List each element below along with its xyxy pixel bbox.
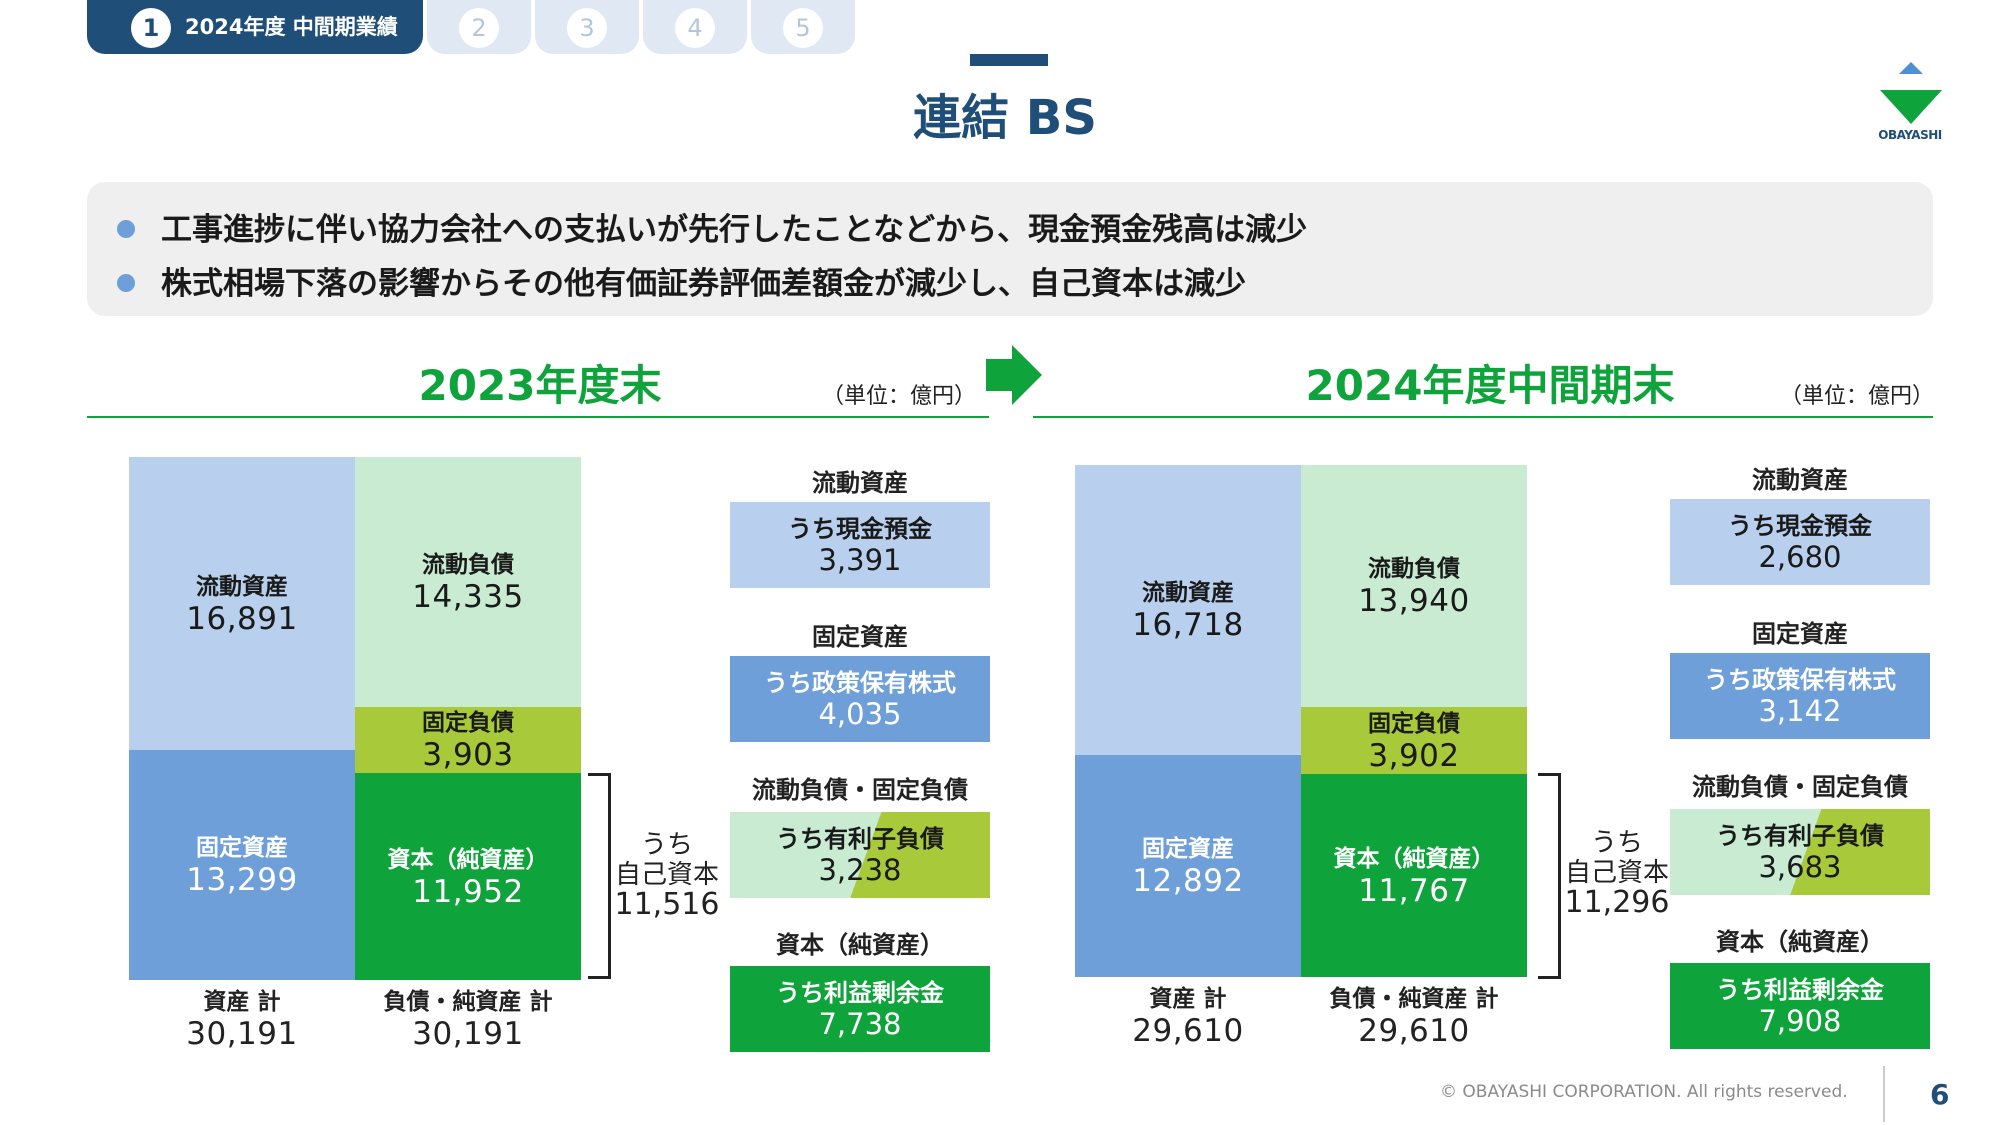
block-value: 11,767 (1358, 872, 1470, 909)
current-assets-block: 流動資産 16,891 (129, 457, 355, 750)
block-value: 3,902 (1368, 737, 1460, 774)
equity-block: 資本（純資産） 11,767 (1301, 774, 1527, 977)
logo-text: OBAYASHI (1878, 128, 1942, 142)
tab-number: 3 (567, 8, 607, 48)
block-value: 16,891 (186, 600, 298, 637)
current-liabilities-block: 流動負債 14,335 (355, 457, 581, 707)
tab-5[interactable]: 5 (751, 0, 855, 54)
block-label: 流動負債 (1368, 556, 1460, 582)
detail-cash-box: うち現金預金 2,680 (1670, 499, 1930, 585)
section-title-2023: 2023年度末 (418, 361, 662, 410)
bullet-item: 株式相場下落の影響からその他有価証券評価差額金が減少し、自己資本は減少 (117, 258, 1246, 303)
total-liabilities-equity: 負債・純資産 計 30,191 (383, 989, 553, 1052)
total-assets: 資産 計 30,191 (186, 989, 298, 1052)
current-liabilities-block: 流動負債 13,940 (1301, 465, 1527, 707)
block-label: 資本（純資産） (1333, 845, 1495, 872)
tab-label: 2024年度 中間期業績 (185, 15, 398, 39)
detail-header: 流動負債・固定負債 (1692, 773, 1908, 801)
block-label: 流動負債 (422, 552, 514, 578)
fixed-liabilities-block: 固定負債 3,902 (1301, 707, 1527, 774)
block-label: 固定資産 (1142, 836, 1234, 862)
detail-header: 流動資産 (1752, 466, 1848, 494)
title-accent-bar (970, 54, 1048, 66)
tab-4[interactable]: 4 (643, 0, 747, 54)
tab-number: 1 (131, 8, 171, 48)
page-number: 6 (1930, 1078, 1950, 1111)
arrow-right-icon (986, 345, 1042, 405)
block-label: 流動資産 (196, 573, 288, 600)
unit-label: （単位：億円） (1780, 384, 1935, 409)
detail-header: 固定資産 (812, 623, 908, 651)
detail-header: 資本（純資産） (1716, 928, 1884, 956)
tab-number: 4 (675, 8, 715, 48)
footer-divider (1883, 1066, 1885, 1122)
detail-stock-box: うち政策保有株式 3,142 (1670, 653, 1930, 739)
fixed-assets-block: 固定資産 12,892 (1075, 755, 1301, 977)
own-capital-label: うち 自己資本 11,296 (1562, 828, 1672, 918)
equity-block: 資本（純資産） 11,952 (355, 773, 581, 980)
block-label: 固定負債 (1368, 710, 1460, 737)
detail-header: 固定資産 (1752, 620, 1848, 648)
current-assets-block: 流動資産 16,718 (1075, 465, 1301, 755)
block-label: 固定負債 (422, 710, 514, 736)
detail-debt-box: うち有利子負債 3,238 (730, 812, 990, 898)
bullet-item: 工事進捗に伴い協力会社への支払いが先行したことなどから、現金預金残高は減少 (117, 204, 1307, 249)
unit-label: （単位：億円） (822, 384, 977, 409)
section-divider (1033, 416, 1933, 418)
detail-debt-box: うち有利子負債 3,683 (1670, 809, 1930, 895)
own-capital-value: 11,516 (614, 887, 720, 922)
own-capital-label: うち 自己資本 11,516 (612, 830, 722, 920)
tab-number: 2 (459, 8, 499, 48)
block-label: 固定資産 (196, 835, 288, 861)
block-value: 3,903 (422, 737, 514, 773)
fixed-liabilities-block: 固定負債 3,903 (355, 707, 581, 773)
page-title: 連結 BS (913, 90, 1097, 146)
summary-box: 工事進捗に伴い協力会社への支払いが先行したことなどから、現金預金残高は減少 株式… (87, 182, 1933, 316)
own-capital-value: 11,296 (1564, 885, 1670, 920)
detail-header: 流動資産 (812, 469, 908, 497)
detail-header: 資本（純資産） (776, 931, 944, 959)
tab-2024-interim-results[interactable]: 1 2024年度 中間期業績 (87, 0, 423, 54)
section-title-2024-interim: 2024年度中間期末 (1305, 361, 1675, 410)
tab-3[interactable]: 3 (535, 0, 639, 54)
fixed-assets-block: 固定資産 13,299 (129, 750, 355, 980)
detail-header: 流動負債・固定負債 (752, 776, 968, 804)
block-value: 11,952 (412, 873, 524, 910)
bullet-dot-icon (117, 219, 135, 238)
tab-number: 5 (783, 8, 823, 48)
block-label: 流動資産 (1142, 580, 1234, 606)
block-value: 16,718 (1132, 607, 1244, 643)
block-value: 12,892 (1132, 863, 1244, 899)
own-capital-bracket (588, 773, 611, 979)
block-value: 14,335 (412, 579, 524, 615)
total-liabilities-equity: 負債・純資産 計 29,610 (1329, 986, 1499, 1049)
section-divider (87, 416, 989, 418)
detail-cash-box: うち現金預金 3,391 (730, 502, 990, 588)
tab-2[interactable]: 2 (427, 0, 531, 54)
total-assets: 資産 計 29,610 (1132, 986, 1244, 1049)
detail-stock-box: うち政策保有株式 4,035 (730, 656, 990, 742)
block-value: 13,940 (1358, 583, 1470, 619)
copyright-text: © OBAYASHI CORPORATION. All rights reser… (1440, 1082, 1848, 1102)
bullet-dot-icon (117, 273, 135, 292)
obayashi-logo-icon (1880, 62, 1942, 124)
detail-retained-earnings-box: うち利益剰余金 7,908 (1670, 963, 1930, 1049)
block-value: 13,299 (186, 862, 298, 898)
own-capital-bracket (1538, 773, 1561, 979)
block-label: 資本（純資産） (387, 846, 549, 873)
detail-retained-earnings-box: うち利益剰余金 7,738 (730, 966, 990, 1052)
